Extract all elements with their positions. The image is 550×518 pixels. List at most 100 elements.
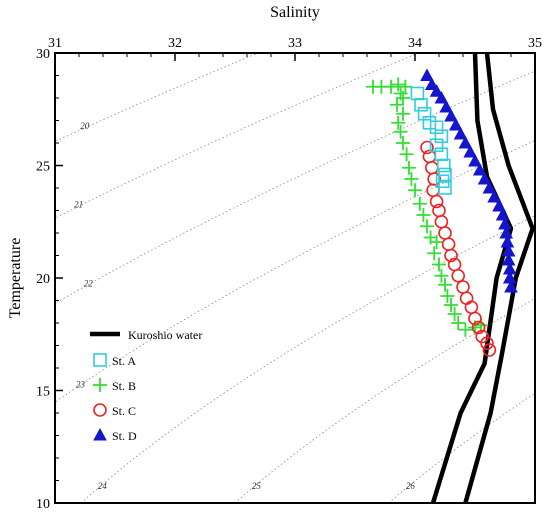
series-st-c [420, 140, 497, 357]
x-axis-ticks: 31 32 33 34 35 [48, 36, 542, 61]
data-point [420, 68, 434, 81]
data-point [472, 162, 487, 176]
data-point [396, 136, 410, 150]
data-point [477, 171, 492, 185]
isopleth-23 [55, 140, 535, 403]
data-point [390, 97, 404, 112]
y-tick-label: 20 [36, 272, 50, 287]
series-st-d [420, 68, 518, 293]
data-point [429, 84, 444, 97]
data-point [424, 160, 439, 175]
isopleth-22 [55, 70, 535, 304]
isopleth-label-20: 20 [80, 121, 90, 131]
data-point [399, 147, 414, 162]
isopleth-label-25: 25 [252, 481, 262, 491]
data-point [444, 108, 458, 122]
data-point [458, 322, 473, 337]
data-point [417, 106, 432, 121]
x-tick-label: 31 [48, 36, 62, 51]
data-point [444, 298, 458, 312]
legend-label-3: St. C [112, 404, 136, 418]
data-point [429, 120, 444, 135]
data-point [436, 158, 451, 173]
data-point [440, 289, 455, 303]
data-point [429, 138, 444, 153]
data-point [412, 196, 427, 211]
x-tick-label: 32 [168, 36, 182, 51]
data-point [458, 135, 473, 149]
legend-swatch-4 [93, 427, 107, 441]
data-point [475, 329, 490, 344]
data-point [451, 316, 466, 330]
data-point [480, 336, 494, 351]
data-point [447, 307, 462, 321]
data-point [438, 277, 452, 292]
y-tick-label: 10 [36, 497, 50, 512]
data-point [482, 343, 497, 357]
isopleth-26 [388, 392, 535, 503]
data-point [427, 246, 442, 261]
data-point [434, 90, 449, 104]
isopleth-label-26: 26 [406, 481, 416, 491]
y-axis-ticks: 10 15 20 25 30 [36, 47, 63, 512]
data-point [471, 320, 486, 335]
isopleth-25 [234, 298, 535, 503]
data-point [492, 198, 506, 212]
x-tick-label: 35 [528, 36, 542, 51]
data-point [422, 115, 437, 130]
series-st-a [410, 86, 452, 195]
density-isopleths [55, 53, 535, 503]
data-point [391, 77, 406, 92]
y-tick-label: 25 [36, 160, 50, 175]
y-axis-title: Temperature [7, 238, 24, 319]
data-point [396, 106, 410, 121]
data-point [384, 79, 398, 94]
data-point [453, 126, 468, 140]
data-point [416, 208, 431, 222]
y-tick-label: 30 [36, 47, 50, 62]
data-point [434, 214, 449, 229]
data-point [482, 180, 497, 194]
data-point [438, 226, 452, 240]
data-point [429, 235, 444, 249]
data-point [456, 280, 470, 294]
x-tick-label: 33 [288, 36, 302, 51]
data-point [424, 77, 439, 90]
data-point [420, 140, 434, 155]
data-point [434, 129, 449, 144]
x-axis-title: Salinity [270, 4, 320, 21]
isopleth-label-23: 23 [76, 380, 86, 390]
data-point [434, 147, 449, 162]
isopleth-label-24: 24 [98, 481, 108, 491]
legend-label-4: St. D [112, 429, 137, 443]
kuroshio-line-2 [463, 53, 535, 503]
data-point [468, 153, 482, 167]
data-point [391, 115, 406, 130]
data-point [463, 144, 478, 158]
data-point [468, 311, 482, 326]
legend-label-1: St. A [112, 354, 136, 368]
data-point [429, 194, 444, 209]
isopleth-label-21: 21 [74, 200, 83, 210]
data-point [504, 279, 518, 293]
data-point [438, 181, 452, 195]
data-point [396, 91, 410, 105]
data-point [414, 97, 428, 112]
data-point [441, 237, 456, 252]
legend-label-2: St. B [112, 379, 136, 393]
data-point [448, 117, 463, 131]
data-point [495, 207, 510, 221]
data-point [402, 160, 416, 175]
data-point [451, 268, 466, 283]
legend-swatch-3 [93, 403, 107, 417]
legend-swatch-2 [93, 378, 107, 392]
legend-swatch-1 [93, 353, 107, 367]
data-point [439, 99, 454, 113]
legend: Kuroshio water St. A St. B St. C St. D [90, 328, 202, 443]
data-point [434, 268, 449, 283]
data-point [444, 248, 458, 263]
data-point [487, 189, 502, 203]
y-tick-label: 15 [36, 385, 50, 400]
